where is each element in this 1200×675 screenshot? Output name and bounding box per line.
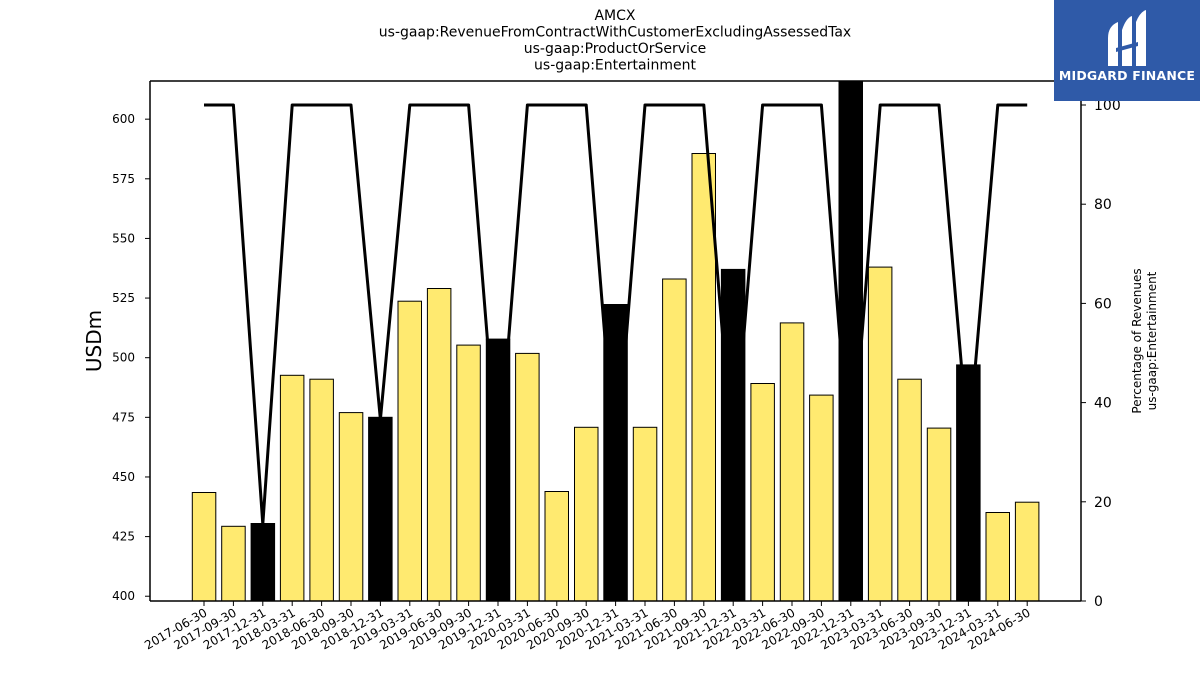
bar [956, 364, 981, 602]
y-tick-label: 575 [112, 172, 135, 186]
bar [221, 525, 246, 602]
line-series [204, 103, 1028, 526]
bar [750, 383, 775, 602]
bar [985, 512, 1010, 602]
midgard-logo-icon [1108, 10, 1146, 66]
y2-axis-label-line: Percentage of Revenues [1130, 268, 1144, 413]
bar [309, 378, 334, 602]
bar [809, 394, 834, 602]
bar [779, 322, 805, 602]
chart-title-line: us-gaap:RevenueFromContractWithCustomerE… [379, 25, 851, 41]
y-tick-label: 500 [112, 351, 135, 365]
bar [544, 491, 569, 602]
bar [515, 352, 540, 602]
y2-tick-label: 20 [1094, 495, 1112, 511]
chart-title-line: us-gaap:ProductOrService [524, 41, 707, 57]
chart-title-line: us-gaap:Entertainment [534, 58, 696, 74]
bar [250, 523, 276, 602]
y2-tick-label: 0 [1094, 594, 1103, 610]
y2-tick-label: 80 [1094, 197, 1112, 213]
bar [279, 374, 305, 602]
y2-axis-label-line: us-gaap:Entertainment [1145, 271, 1159, 410]
bar [720, 268, 746, 602]
brand-name: MIDGARD FINANCE [1058, 68, 1196, 83]
bar [397, 300, 422, 602]
bar [838, 80, 863, 602]
bar [574, 426, 599, 602]
bar [191, 492, 217, 602]
y2-tick-label: 100 [1094, 98, 1121, 114]
y2-axis-ticks: 0 20 40 60 80 100 [1081, 98, 1121, 610]
bar [926, 427, 952, 602]
bar [456, 344, 481, 602]
bar [897, 378, 922, 602]
bar [867, 266, 893, 602]
y-tick-label: 425 [112, 530, 135, 544]
chart-title: AMCXus-gaap:RevenueFromContractWithCusto… [379, 8, 851, 74]
bar [1014, 501, 1040, 602]
bar [368, 416, 393, 602]
chart-title-line: AMCX [594, 8, 635, 24]
percentage-line [204, 103, 1028, 526]
y-tick-label: 450 [112, 470, 135, 484]
y-tick-label: 550 [112, 231, 135, 245]
brand-logo: MIDGARD FINANCE [1054, 0, 1200, 101]
y2-axis-label: Percentage of Revenues us-gaap:Entertainm… [1130, 268, 1159, 413]
y-axis-label-text: USDm [82, 310, 106, 372]
y-axis-label: USDm [82, 310, 106, 372]
bar [632, 426, 658, 602]
y-tick-label: 400 [112, 589, 135, 603]
y-tick-label: 475 [112, 410, 135, 424]
bar [426, 288, 452, 602]
bar [662, 278, 687, 602]
y-tick-label: 525 [112, 291, 135, 305]
x-axis-ticks: 2017-06-302017-09-302017-12-312018-03-31… [142, 601, 1033, 652]
y2-tick-label: 40 [1094, 396, 1112, 412]
bar [338, 412, 364, 602]
y-axis-ticks: 400 425 450 475 500 525 550 575 600 [112, 112, 150, 603]
y-tick-label: 600 [112, 112, 135, 126]
bar-series [191, 80, 1040, 602]
y2-tick-label: 60 [1094, 296, 1112, 312]
